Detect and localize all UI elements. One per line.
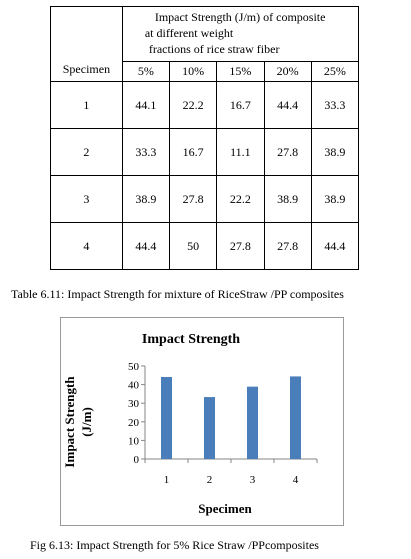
value-cell: 33.3: [121, 128, 171, 176]
y-tick-label: 50: [128, 361, 140, 373]
table-title-line-3: fractions of rice straw fiber: [148, 42, 280, 56]
table-caption: Table 6.11: Impact Strength for mixture …: [11, 287, 344, 301]
percent-header: 10%: [169, 61, 218, 82]
value-cell: 22.2: [169, 81, 218, 129]
table-header-row: Specimen Impact Strength (J/m) of compos…: [50, 6, 360, 82]
value-cell: 38.9: [310, 175, 360, 223]
value-cell: 44.4: [263, 81, 312, 129]
specimen-cell: 2: [50, 128, 123, 176]
percent-header: 20%: [263, 61, 312, 82]
table-title-line-1: Impact Strength (J/m) of composite: [154, 10, 326, 24]
value-cell: 50: [169, 222, 218, 270]
value-cell: 44.1: [121, 81, 171, 129]
chart-frame: Impact Strength Impact Strength (J/m) Sp…: [60, 317, 344, 526]
specimen-cell: 1: [50, 81, 123, 129]
bar: [247, 386, 258, 459]
value-cell: 38.9: [121, 175, 171, 223]
x-tick-label: 2: [207, 474, 213, 486]
chart-caption: Fig 6.13: Impact Strength for 5% Rice St…: [30, 538, 319, 552]
y-tick-label: 30: [128, 398, 140, 410]
value-cell: 38.9: [310, 128, 360, 176]
percent-header: 15%: [216, 61, 265, 82]
impact-strength-chart: Impact Strength Impact Strength (J/m) Sp…: [62, 332, 318, 516]
y-tick-label: 40: [128, 380, 140, 392]
x-tick-label: 4: [293, 474, 299, 486]
value-cell: 38.9: [263, 175, 312, 223]
value-cell: 27.8: [169, 175, 218, 223]
value-cell: 27.8: [216, 222, 265, 270]
value-cell: 16.7: [169, 128, 218, 176]
percent-header: 5%: [121, 61, 171, 82]
value-cell: 44.4: [310, 222, 360, 270]
table-row: 2 33.3 16.7 11.1 27.8 38.9: [50, 128, 360, 176]
value-cell: 27.8: [263, 222, 312, 270]
y-axis-label: Impact Strength (J/m): [62, 376, 94, 468]
bar: [290, 376, 301, 459]
impact-strength-table: Specimen Impact Strength (J/m) of compos…: [50, 6, 360, 270]
bar: [204, 397, 215, 459]
table-title-cell: Impact Strength (J/m) of composite at di…: [121, 6, 360, 62]
table-row: 1 44.1 22.2 16.7 44.4 33.3: [50, 81, 360, 129]
table-title-line-2: at different weight: [144, 26, 234, 40]
value-cell: 44.4: [121, 222, 171, 270]
percent-header: 25%: [310, 61, 360, 82]
value-cell: 33.3: [310, 81, 360, 129]
value-cell: 22.2: [216, 175, 265, 223]
y-axis-label-line-1: Impact Strength: [62, 376, 77, 468]
x-tick-label: 3: [250, 474, 256, 486]
y-tick-label: 10: [128, 435, 140, 447]
value-cell: 16.7: [216, 81, 265, 129]
chart-title: Impact Strength: [142, 332, 240, 347]
percent-header-row: 5% 10% 15% 20% 25%: [51, 61, 360, 82]
specimen-cell: 3: [50, 175, 123, 223]
bar: [161, 376, 172, 459]
value-cell: 27.8: [263, 128, 312, 176]
plot-area: 0 10 20 30 40 50 1 2 3 4: [128, 361, 318, 486]
y-tick-label: 20: [128, 417, 140, 429]
y-tick-label: 0: [134, 454, 140, 466]
table-row: 3 38.9 27.8 22.2 38.9 38.9: [50, 175, 360, 223]
x-axis-label: Specimen: [198, 501, 252, 516]
y-axis-label-line-2: (J/m): [79, 407, 94, 437]
specimen-header: Specimen: [50, 6, 123, 82]
value-cell: 11.1: [216, 128, 265, 176]
x-tick-label: 1: [164, 474, 170, 486]
table-row: 4 44.4 50 27.8 27.8 44.4: [50, 222, 360, 270]
specimen-cell: 4: [50, 222, 123, 270]
